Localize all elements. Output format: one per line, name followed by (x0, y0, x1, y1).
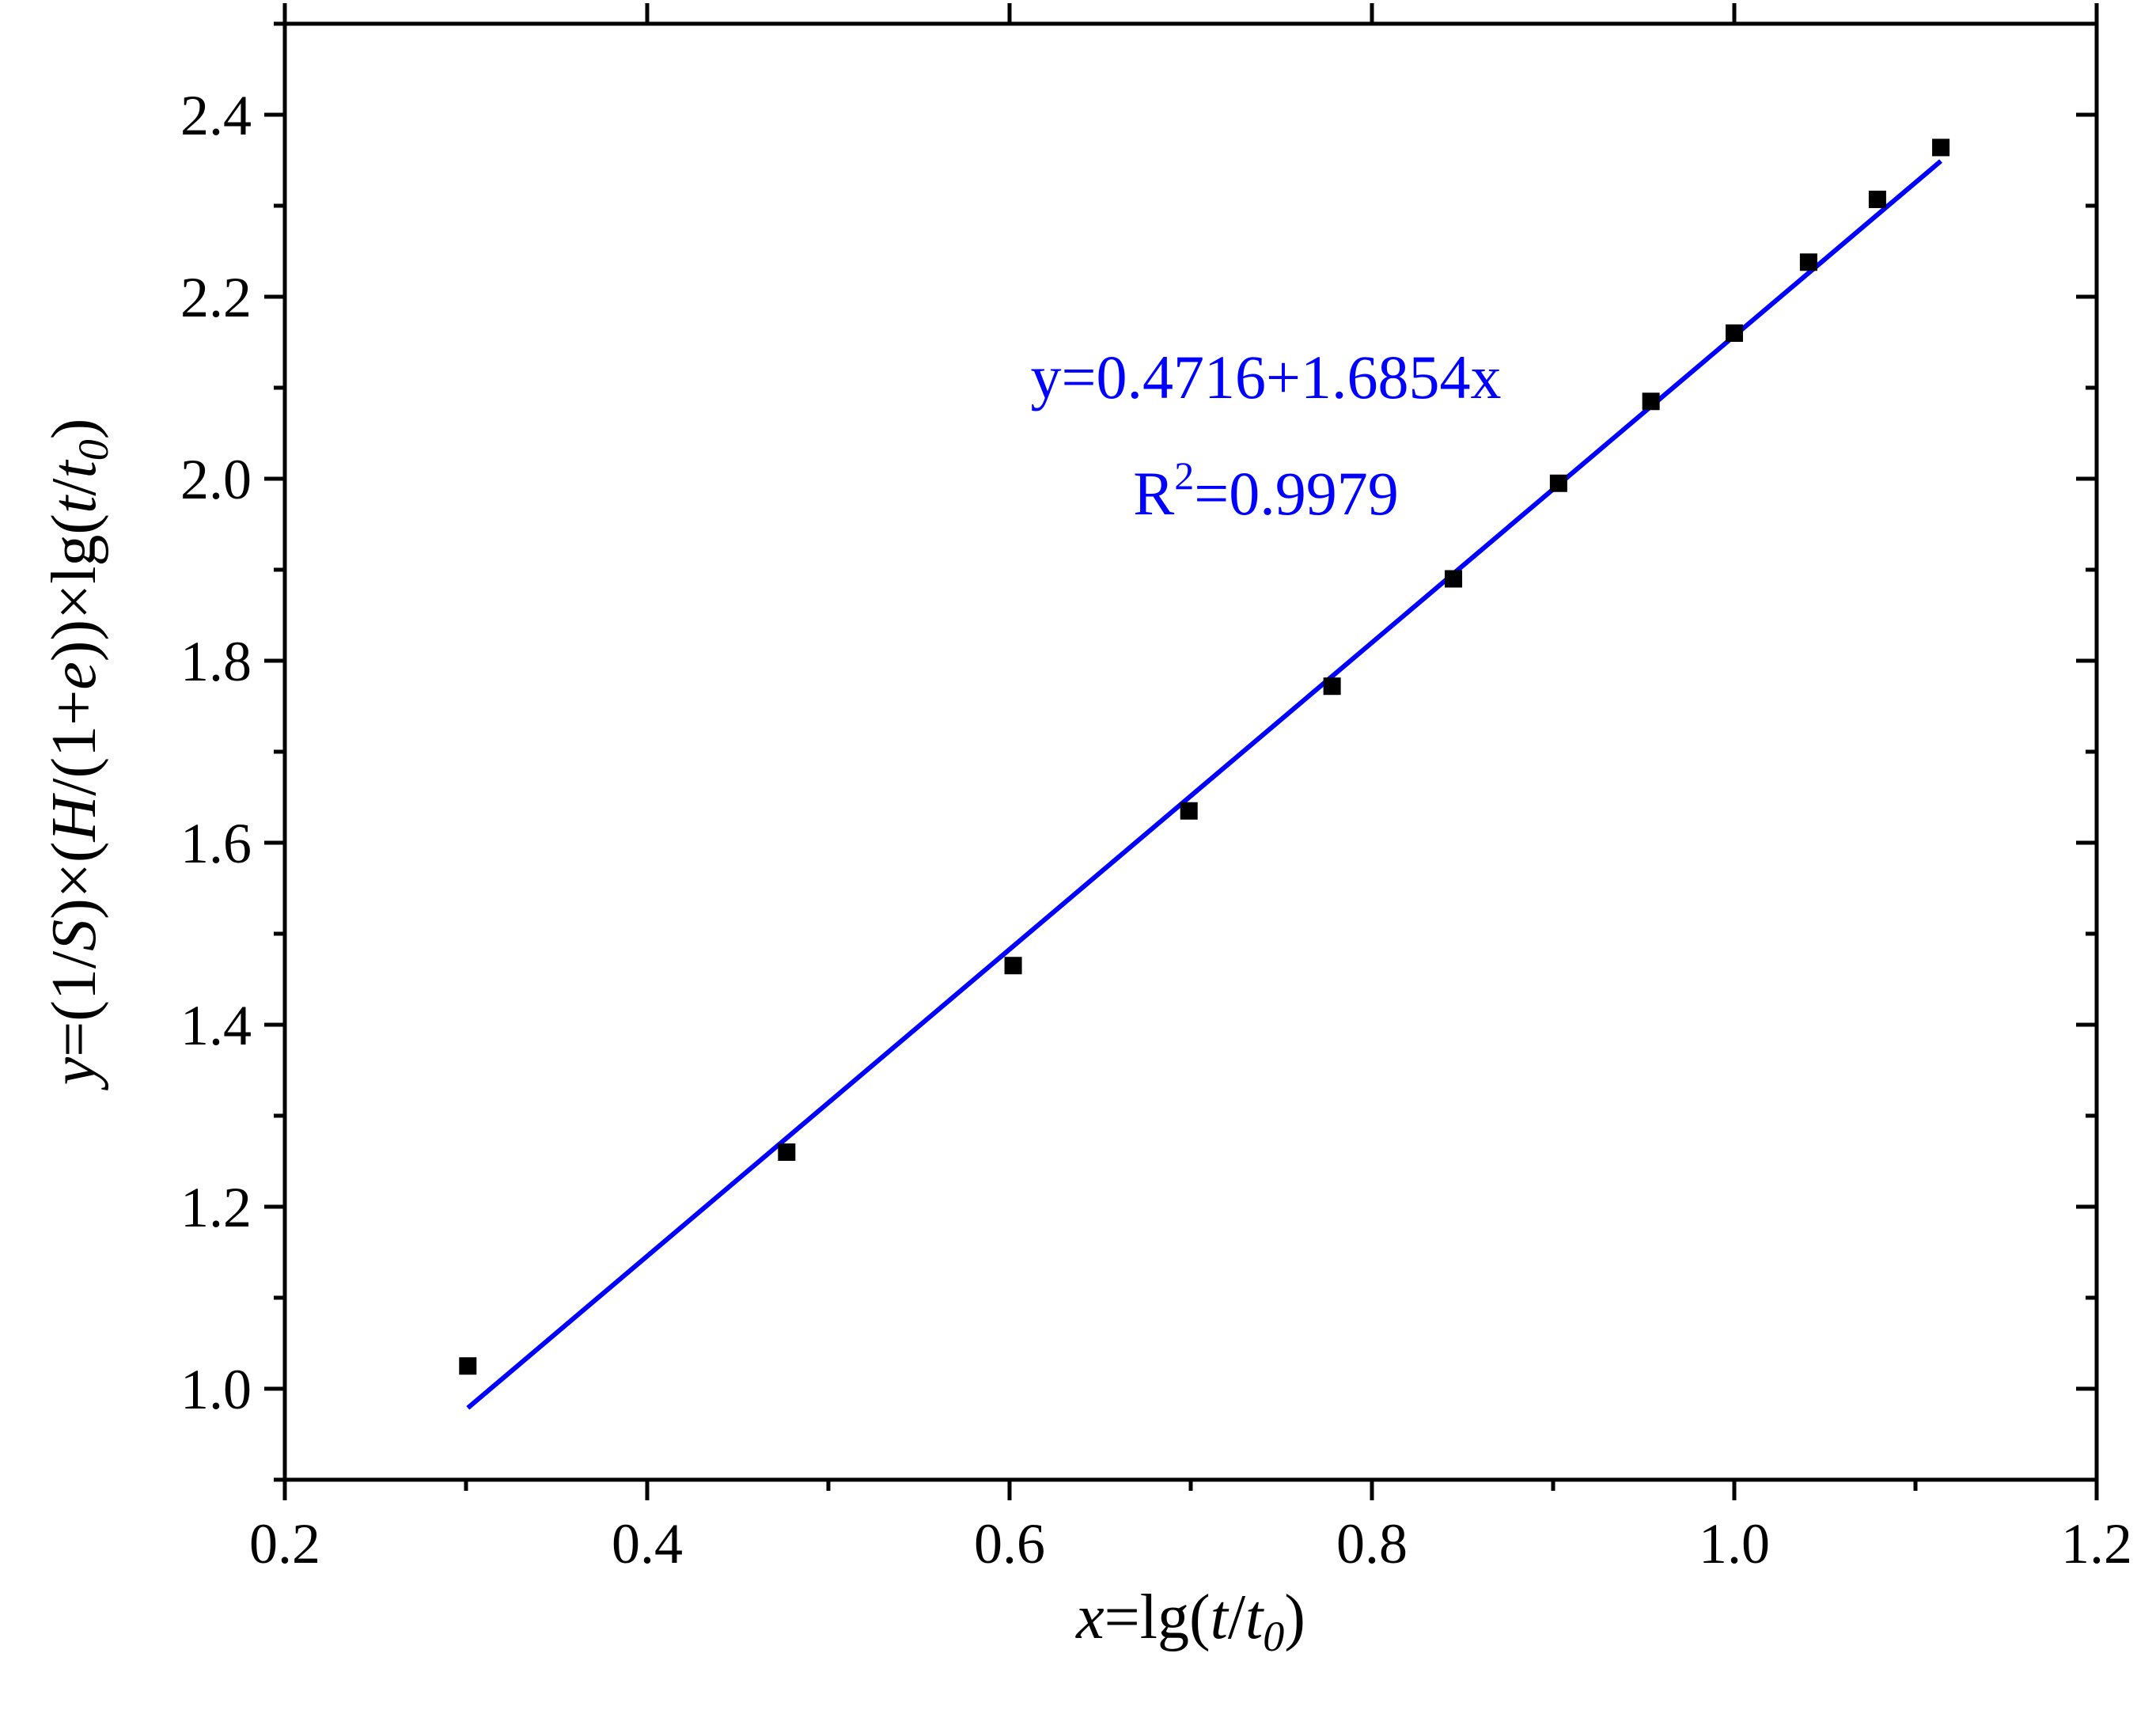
fit-line-group (466, 159, 1942, 1410)
y-axis-label: y=(1/S)×(H/(1+e))×lg(t/t0) (40, 419, 117, 1091)
data-point (1868, 190, 1886, 208)
y-tick-label: 2.2 (180, 266, 252, 329)
x-tick-label: 0.6 (974, 1512, 1045, 1575)
y-tick-label: 1.0 (180, 1358, 252, 1421)
x-tick-label: 1.0 (1699, 1512, 1770, 1575)
data-point (1445, 570, 1463, 588)
fit-equation: y=0.4716+1.6854x (1031, 343, 1502, 411)
y-tick-label: 2.4 (180, 84, 252, 147)
data-point (778, 1143, 796, 1161)
data-point (1323, 677, 1341, 696)
data-point (1726, 324, 1743, 342)
data-point (1004, 957, 1022, 975)
y-tick-label: 1.2 (180, 1176, 252, 1239)
data-point (1799, 253, 1817, 271)
data-point (1642, 392, 1660, 411)
x-tick-label: 0.4 (612, 1512, 683, 1575)
y-tick-label: 1.8 (180, 630, 252, 693)
y-tick-label: 1.4 (180, 994, 252, 1057)
data-point (1932, 138, 1950, 157)
data-points (459, 138, 1950, 1375)
tick-labels: 0.2 0.4 0.6 0.8 1.0 1.2 1.0 1.2 1.4 1.6 1.8 2.0 2.2 2… (180, 84, 2132, 1575)
ticks (264, 3, 2099, 1500)
fit-line (466, 159, 1942, 1410)
y-tick-label: 2.0 (180, 448, 252, 511)
x-tick-label: 1.2 (2061, 1512, 2132, 1575)
x-tick-label: 0.2 (249, 1512, 320, 1575)
x-tick-label: 0.8 (1336, 1512, 1408, 1575)
data-point (459, 1357, 477, 1375)
fit-r-squared: R2=0.9979 (1133, 453, 1399, 528)
x-axis-label: x=lg(t/t0) (1075, 1583, 1305, 1660)
data-point (1180, 802, 1198, 820)
data-point (1549, 474, 1567, 492)
y-tick-label: 1.6 (180, 812, 252, 875)
plot-frame (282, 21, 2099, 1482)
